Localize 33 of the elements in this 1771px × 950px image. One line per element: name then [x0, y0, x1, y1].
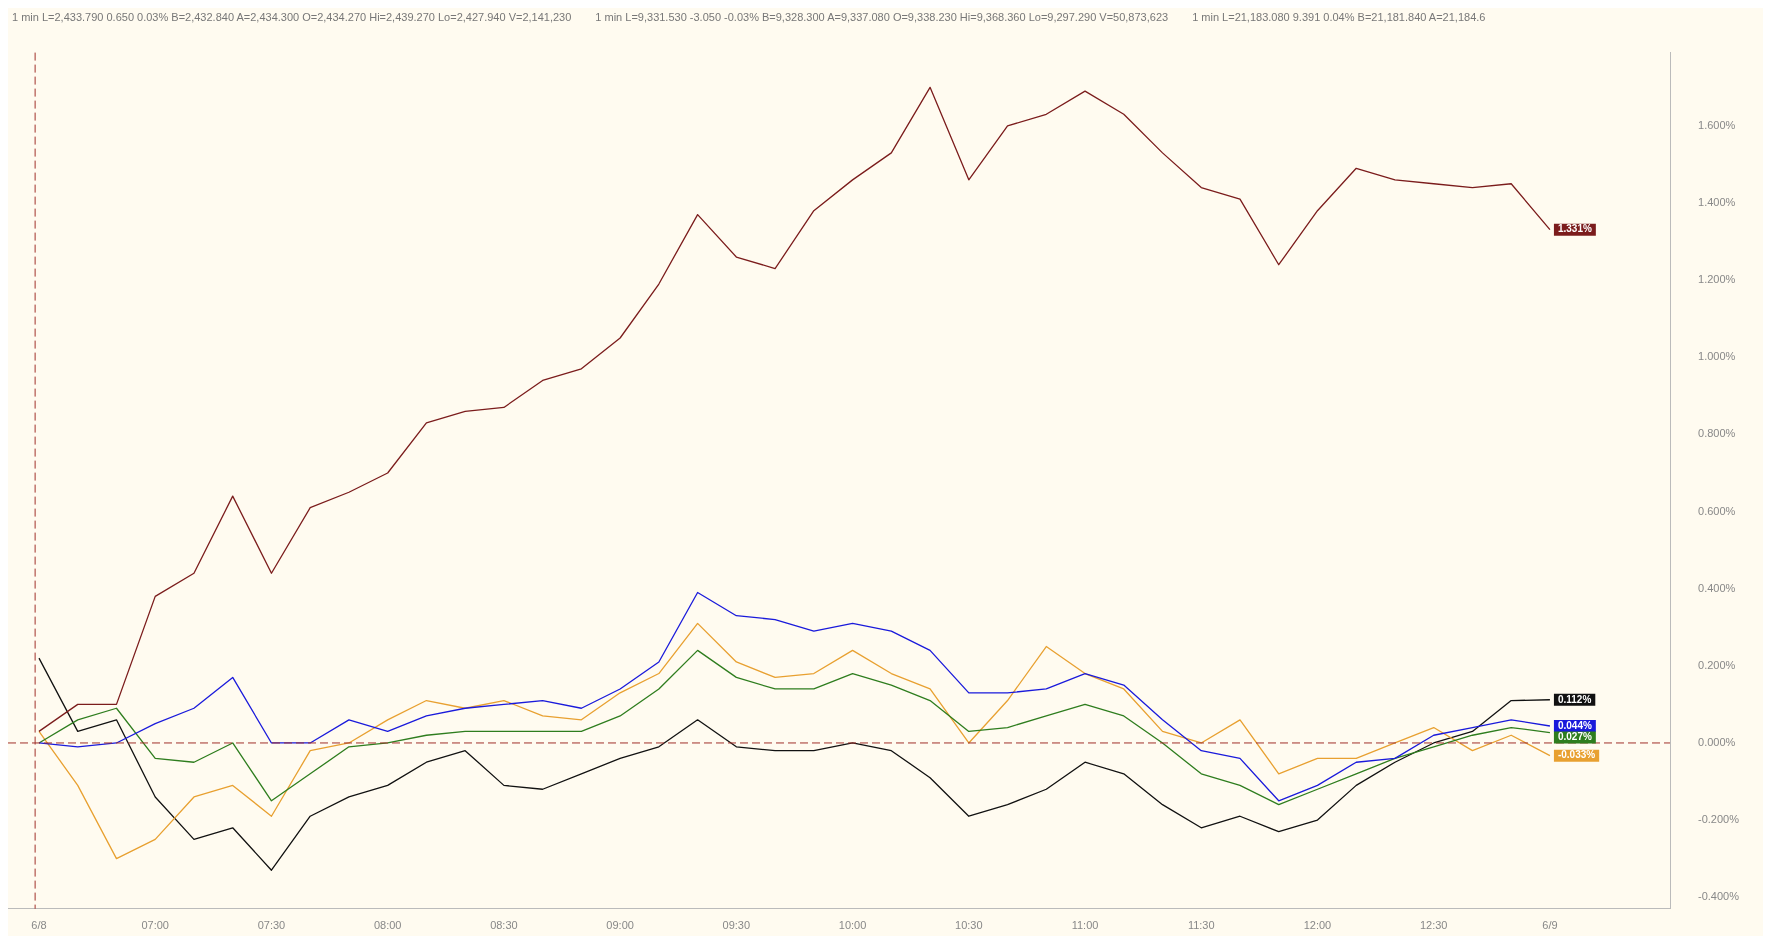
x-tick-label: 12:00: [1303, 919, 1332, 932]
x-tick-label: 08:00: [373, 919, 402, 932]
text: 1 min L=21,183.080 9.391 0.04% B=21,181.840 A=21,184.6: [1192, 11, 1486, 23]
data-label: 0.027%: [1557, 731, 1592, 743]
data-label: 1.331%: [1557, 223, 1592, 235]
x-tick-label: 08:30: [490, 919, 518, 932]
x-tick-label: 10:00: [838, 919, 867, 932]
x-tick-label: 10:30: [955, 919, 983, 932]
y-tick-label: -0.200%: [1698, 813, 1740, 826]
y-tick-label: 1.400%: [1698, 196, 1736, 209]
x-tick-label: 11:00: [1071, 919, 1099, 932]
x-tick-label: 07:30: [257, 919, 286, 932]
data-label: 0.112%: [1557, 693, 1592, 705]
text: 1 min L=2,433.790 0.650 0.03% B=2,432.840 A=2,434.300 O=2,434.270 Hi=2,439.270 Lo=2,427.940 V=2,141,230: [12, 11, 572, 23]
data-label: 0.044%: [1557, 719, 1592, 731]
y-tick-label: 0.600%: [1698, 504, 1736, 517]
y-tick-label: 1.600%: [1698, 118, 1736, 131]
x-tick-label: 09:30: [722, 919, 751, 932]
text: 1 min L=9,331.530 -3.050 -0.03% B=9,328.300 A=9,337.080 O=9,338.230 Hi=9,368.360 Lo=9,297.290 V=50,873,623: [595, 11, 1169, 23]
x-tick-label: 11:30: [1187, 919, 1215, 932]
x-tick-label: 07:00: [141, 919, 169, 932]
x-tick-label: 09:00: [606, 919, 634, 932]
x-tick-label: 6/8: [31, 919, 47, 932]
x-tick-label: 6/9: [1542, 919, 1558, 932]
y-tick-label: 0.400%: [1698, 581, 1736, 594]
y-tick-label: -0.400%: [1698, 890, 1740, 903]
y-tick-label: 0.200%: [1698, 658, 1736, 671]
y-tick-label: 0.000%: [1698, 735, 1736, 748]
y-tick-label: 0.800%: [1698, 427, 1736, 440]
y-tick-label: 1.200%: [1698, 273, 1736, 286]
x-tick-label: 12:30: [1419, 919, 1448, 932]
y-tick-label: 1.000%: [1698, 350, 1736, 363]
data-label: -0.033%: [1557, 749, 1596, 761]
